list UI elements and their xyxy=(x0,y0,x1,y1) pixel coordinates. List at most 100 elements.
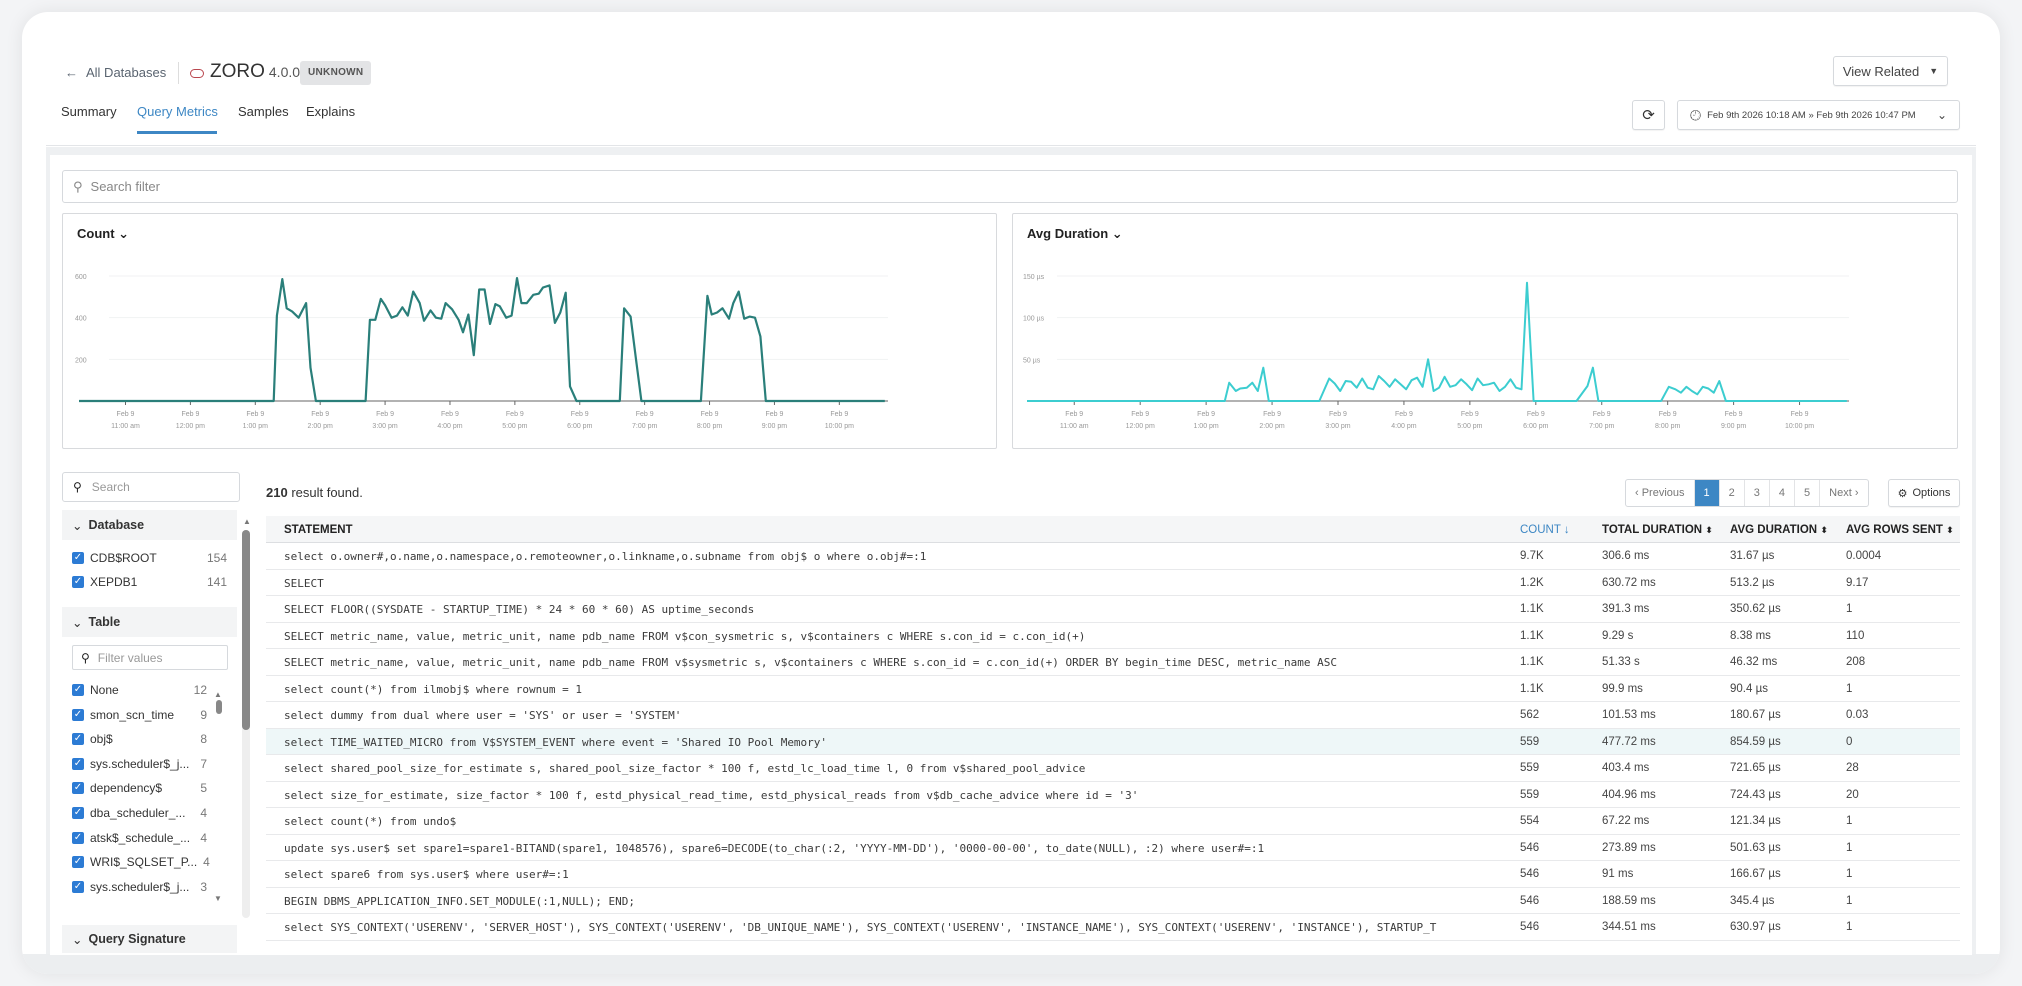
facet-item-count: 154 xyxy=(206,551,227,565)
checkbox-checked-icon[interactable]: ✓ xyxy=(72,831,84,844)
x-tick-label: 1:00 pm xyxy=(243,423,268,430)
facet-item[interactable]: ✓ XEPDB1 141 xyxy=(72,571,227,593)
count-cell: 1.2K xyxy=(1520,576,1544,589)
search-icon: ⚲ xyxy=(73,178,83,194)
status-badge: UNKNOWN xyxy=(300,61,372,85)
page-1-button[interactable]: 1 xyxy=(1694,480,1720,506)
table-row[interactable]: select o.owner#,o.name,o.namespace,o.rem… xyxy=(266,543,1960,570)
page-2-button[interactable]: 2 xyxy=(1720,480,1745,506)
filter-values-placeholder: Filter values xyxy=(97,650,163,665)
checkbox-checked-icon[interactable]: ✓ xyxy=(72,684,84,696)
facet-item[interactable]: ✓ smon_scn_time 9 xyxy=(72,704,207,726)
table-row[interactable]: SELECT metric_name, value, metric_unit, … xyxy=(266,649,1960,676)
checkbox-checked-icon[interactable]: ✓ xyxy=(72,733,84,746)
table-row[interactable]: select TIME_WAITED_MICRO from V$SYSTEM_E… xyxy=(266,728,1960,755)
facet-item-label: atsk$_schedule_... xyxy=(90,830,191,845)
table-row[interactable]: select shared_pool_size_for_estimate s, … xyxy=(266,755,1960,782)
table-row[interactable]: SELECT metric_name, value, metric_unit, … xyxy=(266,623,1960,649)
facet-table-header[interactable]: ⌄ Table xyxy=(62,607,237,637)
result-suffix: result found. xyxy=(287,485,363,500)
next-page-button[interactable]: Next › xyxy=(1829,487,1859,499)
x-tick-label: 10:00 pm xyxy=(825,423,854,430)
date-range-picker[interactable]: 🕘︎ Feb 9th 2026 10:18 AM » Feb 9th 2026 1… xyxy=(1677,100,1960,130)
facet-item-label: dba_scheduler_... xyxy=(90,806,186,820)
facet-item[interactable]: ✓ obj$ 8 xyxy=(72,728,207,750)
table-facet-scrollbar[interactable] xyxy=(216,700,222,714)
x-tick-date: Feb 9 xyxy=(1131,411,1149,418)
previous-page-button[interactable]: ‹ Previous xyxy=(1626,480,1695,506)
x-tick-label: 11:00 am xyxy=(1060,423,1089,430)
total-duration-cell: 403.4 ms xyxy=(1602,762,1650,774)
x-tick-date: Feb 9 xyxy=(1593,411,1611,418)
scroll-down-icon[interactable]: ▼ xyxy=(214,894,222,903)
checkbox-checked-icon[interactable]: ✓ xyxy=(72,708,84,721)
facet-title: Table xyxy=(88,615,121,629)
facet-item[interactable]: ✓ dependency$ 5 xyxy=(72,777,207,799)
back-link[interactable]: ← All Databases xyxy=(65,65,166,80)
table-row[interactable]: SELECT 1.2K 630.72 ms 513.2 µs 9.17 xyxy=(266,570,1960,596)
table-row[interactable]: select count(*) from undo$ 554 67.22 ms 121… xyxy=(266,808,1960,835)
facet-item[interactable]: ✓ None 12 xyxy=(72,679,207,701)
scroll-up-icon[interactable]: ▲ xyxy=(214,690,222,699)
table-row[interactable]: select spare6 from sys.user$ where user#… xyxy=(266,861,1960,888)
count-metric-selector[interactable]: Count ⌄ xyxy=(77,226,129,242)
x-tick-label: 9:00 pm xyxy=(762,423,787,430)
total-duration-cell: 477.72 ms xyxy=(1602,735,1656,748)
avg-rows-sent-cell: 20 xyxy=(1846,788,1859,801)
avg-duration-cell: 180.67 µs xyxy=(1730,709,1781,721)
statement-cell: select spare6 from sys.user$ where user#… xyxy=(284,868,569,881)
view-related-button[interactable]: View Related ▼ xyxy=(1833,56,1948,86)
page-4-button[interactable]: 4 xyxy=(1770,480,1796,506)
facet-item[interactable]: ✓ dba_scheduler_... 4 xyxy=(72,802,207,824)
facet-query-signature-header[interactable]: ⌄ Query Signature xyxy=(62,925,237,953)
column-count[interactable]: COUNT ↓ xyxy=(1520,524,1570,536)
page-3-button[interactable]: 3 xyxy=(1745,480,1770,506)
checkbox-checked-icon[interactable]: ✓ xyxy=(72,552,84,564)
column-total-duration[interactable]: TOTAL DURATION ⬍ xyxy=(1602,524,1713,536)
x-tick-label: 12:00 pm xyxy=(176,423,205,430)
table-row[interactable]: select count(*) from ilmobj$ where rownu… xyxy=(266,676,1960,702)
avg-duration-metric-selector[interactable]: Avg Duration ⌄ xyxy=(1027,226,1123,242)
checkbox-checked-icon[interactable]: ✓ xyxy=(72,576,84,588)
facet-item[interactable]: ✓ CDB$ROOT 154 xyxy=(72,547,227,569)
checkbox-checked-icon[interactable]: ✓ xyxy=(72,782,84,795)
table-row[interactable]: BEGIN DBMS_APPLICATION_INFO.SET_MODULE(:… xyxy=(266,888,1960,914)
facet-item-label: XEPDB1 xyxy=(90,575,138,589)
tab-samples[interactable]: Samples xyxy=(238,104,289,119)
refresh-button[interactable]: ⟳ xyxy=(1632,100,1665,130)
column-statement[interactable]: STATEMENT xyxy=(284,524,353,536)
column-avg-rows-sent[interactable]: AVG ROWS SENT ⬍ xyxy=(1846,524,1954,536)
options-button[interactable]: ⚙ Options xyxy=(1888,479,1960,507)
facet-item[interactable]: ✓ sys.scheduler$_j... 7 xyxy=(72,753,207,775)
facet-item[interactable]: ✓ atsk$_schedule_... 4 xyxy=(72,827,207,849)
facet-item[interactable]: ✓ sys.scheduler$_j... 3 xyxy=(72,876,207,898)
total-duration-cell: 101.53 ms xyxy=(1602,709,1656,721)
table-row[interactable]: select size_for_estimate, size_factor * … xyxy=(266,782,1960,808)
tab-explains[interactable]: Explains xyxy=(306,104,356,119)
checkbox-checked-icon[interactable]: ✓ xyxy=(72,757,84,770)
x-tick-date: Feb 9 xyxy=(1527,411,1545,418)
page-5-button[interactable]: 5 xyxy=(1795,480,1821,506)
sidebar-scrollbar-thumb[interactable] xyxy=(242,530,250,730)
scroll-up-icon[interactable]: ▲ xyxy=(243,517,251,526)
checkbox-checked-icon[interactable]: ✓ xyxy=(72,856,84,869)
search-filter-input[interactable]: ⚲ Search filter xyxy=(62,170,1958,203)
table-row[interactable]: select dummy from dual where user = 'SYS… xyxy=(266,702,1960,729)
checkbox-checked-icon[interactable]: ✓ xyxy=(72,880,84,893)
statement-cell: select size_for_estimate, size_factor * … xyxy=(284,788,1139,802)
facet-database-header[interactable]: ⌄ Database xyxy=(62,510,237,540)
table-row[interactable]: SELECT FLOOR((SYSDATE - STARTUP_TIME) * … xyxy=(266,596,1960,623)
filter-values-input[interactable]: ⚲ Filter values xyxy=(72,645,228,670)
tab-summary[interactable]: Summary xyxy=(61,104,117,119)
table-row[interactable]: select SYS_CONTEXT('USERENV', 'SERVER_HO… xyxy=(266,914,1960,941)
checkbox-checked-icon[interactable]: ✓ xyxy=(72,807,84,819)
facet-item[interactable]: ✓ WRI$_SQLSET_P... 4 xyxy=(72,851,210,873)
column-avg-duration[interactable]: AVG DURATION ⬍ xyxy=(1730,524,1828,536)
table-row[interactable]: update sys.user$ set spare1=spare1-BITAN… xyxy=(266,835,1960,861)
tab-query-metrics[interactable]: Query Metrics xyxy=(137,104,218,119)
facet-item-count: 12 xyxy=(193,683,207,697)
avg-rows-sent-cell: 1 xyxy=(1846,868,1853,880)
column-label: COUNT xyxy=(1520,524,1561,536)
sidebar-search-input[interactable]: ⚲ Search xyxy=(62,472,240,502)
caret-down-icon: ▼ xyxy=(1929,66,1939,76)
